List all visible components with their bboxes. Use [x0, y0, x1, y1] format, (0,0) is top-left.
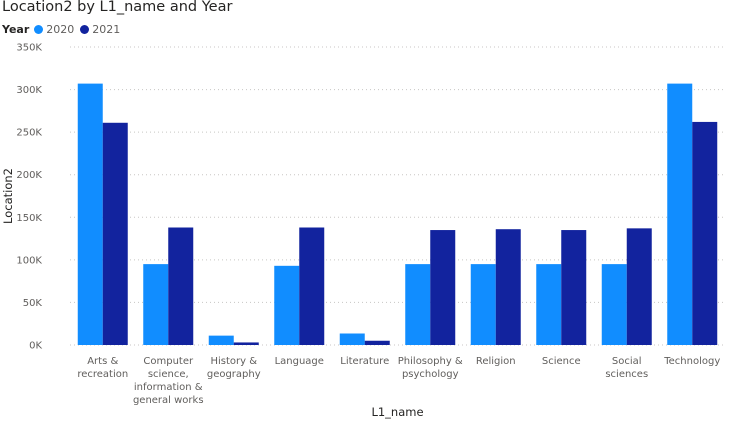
x-tick-label: Technology [663, 356, 720, 367]
bar-2021[interactable] [692, 121, 718, 345]
y-tick-label: 150K [16, 213, 42, 224]
y-tick-label: 0K [29, 341, 42, 352]
legend: Year 2020 2021 [2, 23, 126, 36]
bar-2020[interactable] [405, 264, 431, 345]
legend-item-2021[interactable]: 2021 [80, 23, 120, 36]
x-tick-label: Science [542, 356, 581, 367]
bar-2020[interactable] [208, 335, 234, 345]
x-tick-label: History & geography [207, 356, 261, 380]
legend-marker-2020 [34, 25, 44, 34]
bar-2020[interactable] [601, 264, 627, 345]
bar-2021[interactable] [430, 230, 456, 345]
legend-title: Year [2, 23, 30, 36]
bar-2021[interactable] [102, 122, 128, 345]
y-tick-label: 250K [16, 128, 42, 139]
chart-title: Location2 by L1_name and Year [2, 0, 233, 15]
bar-2021[interactable] [168, 227, 194, 345]
y-tick-label: 300K [16, 85, 42, 96]
bar-2020[interactable] [667, 83, 693, 346]
x-tick-label: Literature [340, 356, 389, 367]
bar-2020[interactable] [339, 333, 365, 345]
bar-2020[interactable] [470, 264, 496, 345]
y-tick-label: 200K [16, 170, 42, 181]
bar-2020[interactable] [77, 83, 103, 346]
bar-2021[interactable] [364, 340, 390, 345]
legend-label-2020: 2020 [46, 23, 75, 36]
bar-2020[interactable] [536, 264, 562, 345]
x-tick-label: Language [275, 356, 324, 367]
bar-2020[interactable] [274, 265, 300, 345]
legend-label-2021: 2021 [92, 23, 121, 36]
y-tick-label: 100K [16, 255, 42, 266]
y-axis-title: Location2 [1, 168, 15, 224]
bar-2021[interactable] [299, 227, 325, 345]
x-tick-label: Arts & recreation [77, 356, 128, 380]
legend-item-2020[interactable]: 2020 [34, 23, 74, 36]
x-tick-label: Computer science, information & general wor… [133, 356, 204, 406]
bar-2021[interactable] [561, 230, 587, 345]
x-tick-label: Religion [476, 356, 516, 367]
bar-2021[interactable] [495, 229, 521, 345]
x-tick-label: Social sciences [605, 356, 648, 380]
bar-2020[interactable] [143, 264, 169, 345]
x-tick-label: Philosophy & psychology [398, 356, 463, 380]
bar-2021[interactable] [233, 342, 259, 345]
legend-marker-2021 [80, 25, 90, 34]
bar-2021[interactable] [626, 228, 652, 345]
y-tick-label: 50K [23, 298, 43, 309]
y-tick-label: 350K [16, 43, 42, 54]
x-axis-title: L1_name [371, 405, 423, 419]
